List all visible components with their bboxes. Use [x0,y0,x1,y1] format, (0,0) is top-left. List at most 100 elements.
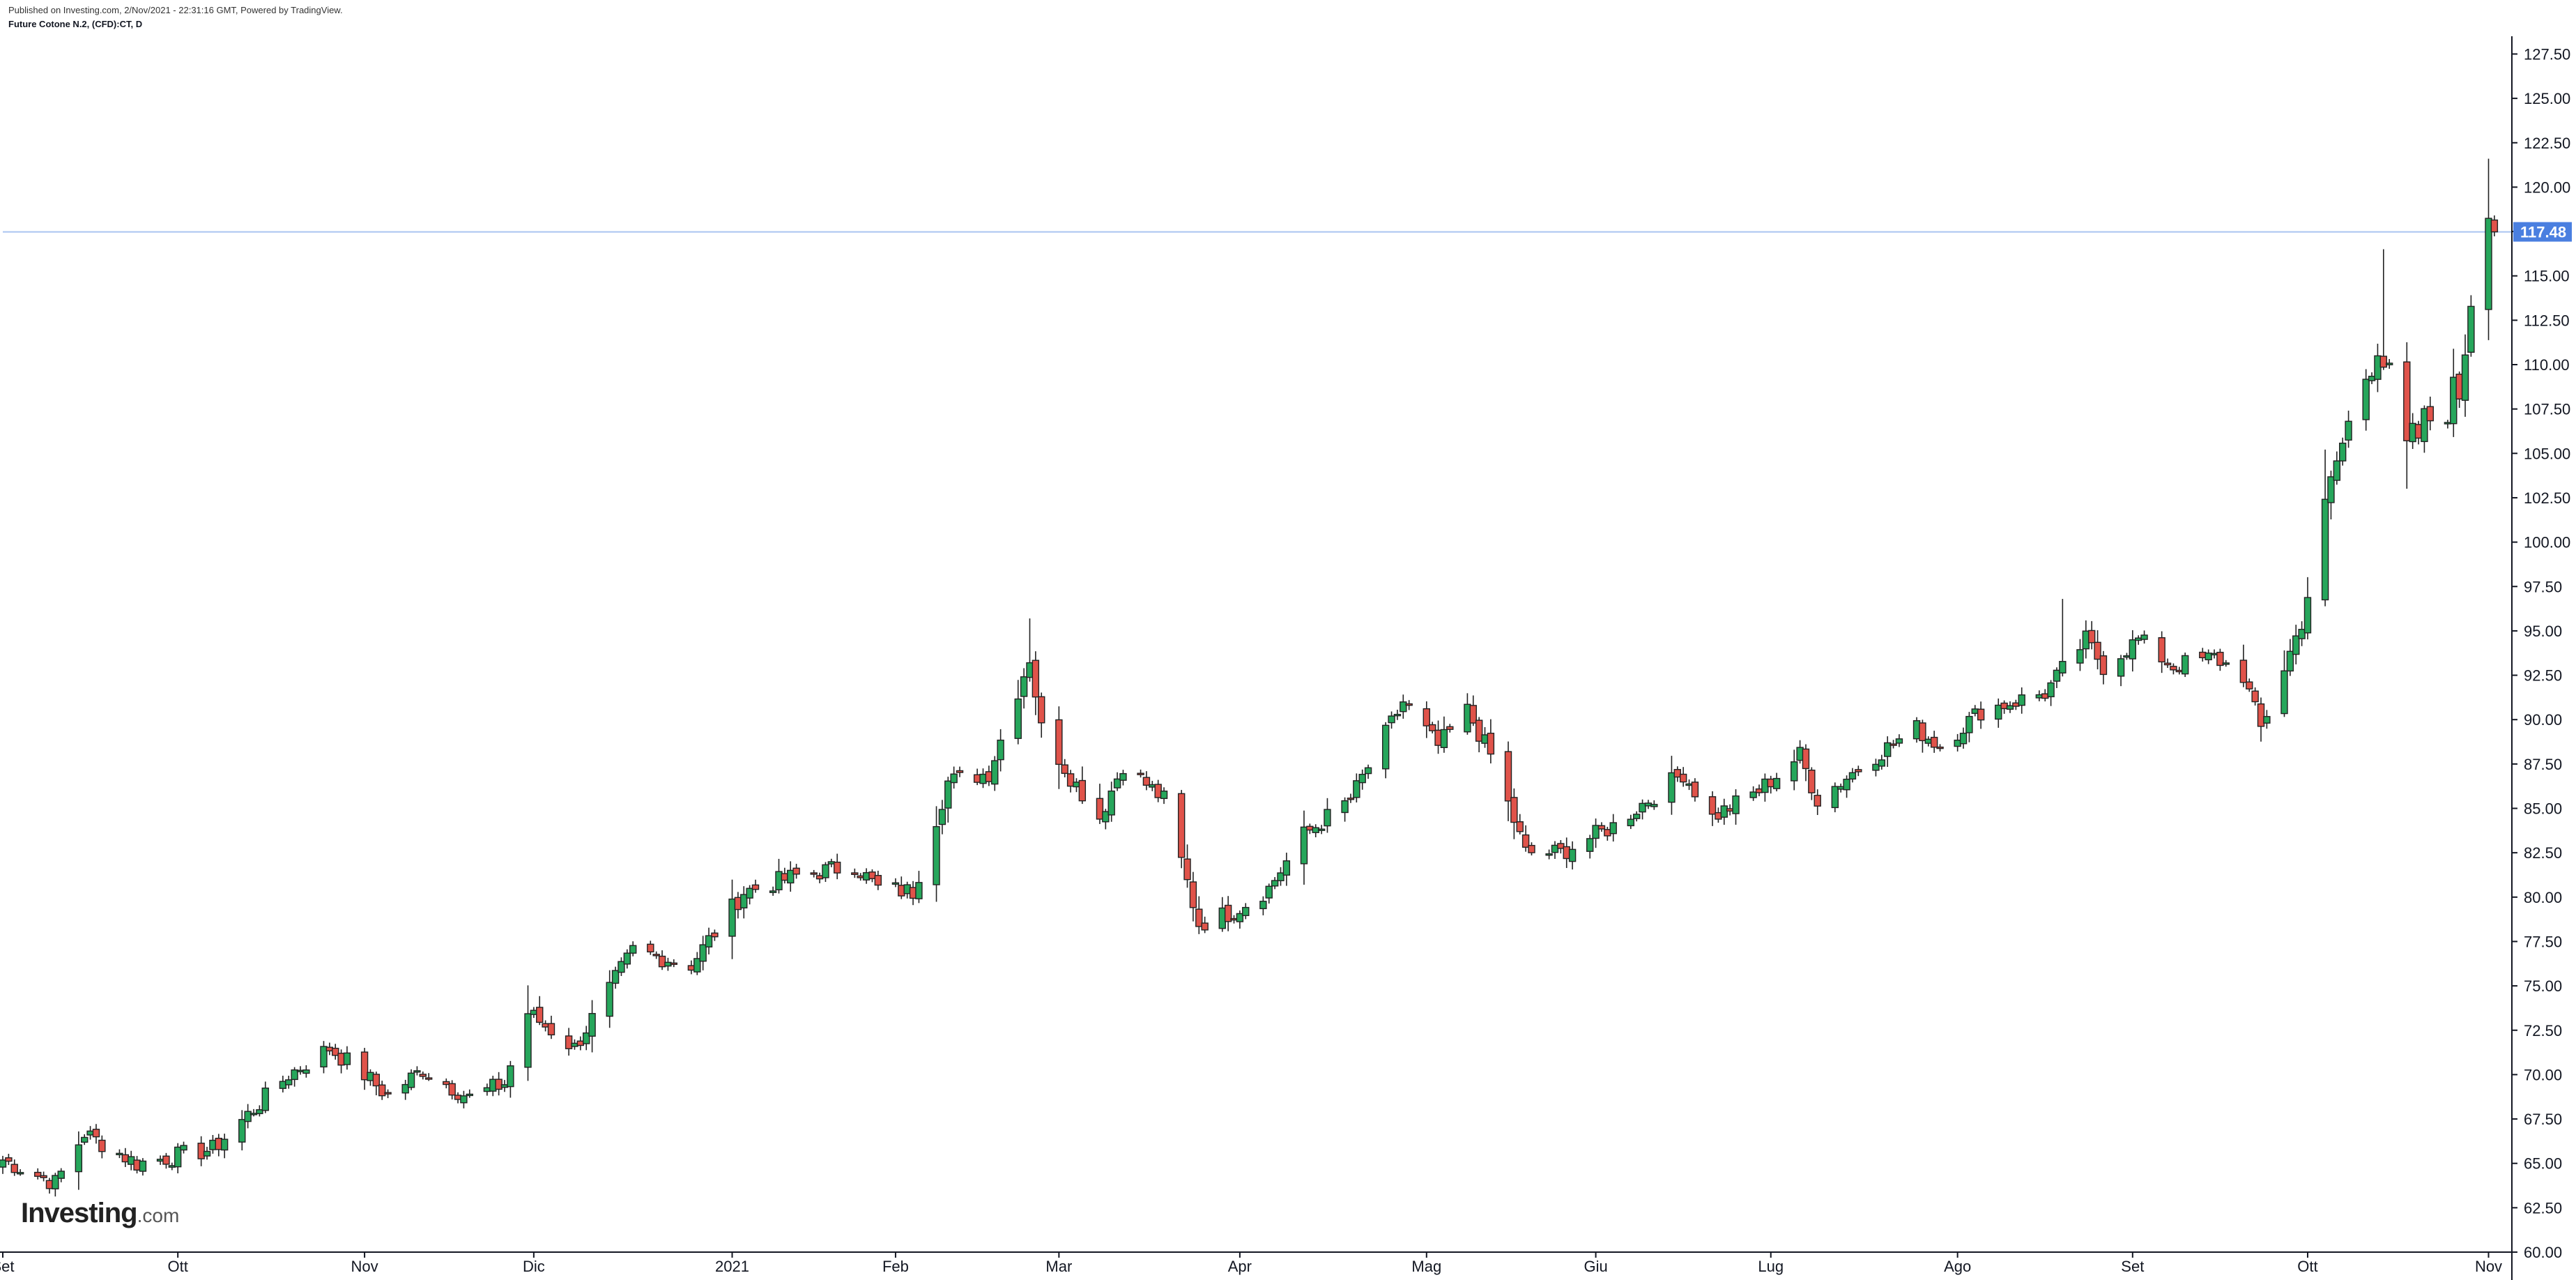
x-tick-label: Ott [2297,1258,2317,1275]
candle-down [1504,741,1512,821]
candle-body [1808,769,1816,793]
candle-body [1142,777,1151,786]
candle-up [2076,639,2084,671]
candle-body [2222,662,2230,665]
candle-body [2450,376,2458,425]
candle-body [81,1136,89,1143]
candle-up [256,1105,263,1117]
candle-down [2216,648,2224,671]
candle-body [10,1164,18,1173]
candle-down [1195,896,1203,934]
candle-body [629,945,637,954]
candle-down [1066,770,1075,793]
x-tick-label: Set [2121,1258,2144,1275]
candle-body [2076,649,2084,664]
candle-body [40,1175,47,1178]
candle-up [483,1083,491,1096]
candle-down [985,765,993,786]
candle-body [203,1150,211,1157]
candle-down [337,1049,345,1074]
candle-down [973,768,981,786]
candle-down [2246,678,2253,692]
candle-up [1353,773,1360,803]
candle-down [2199,648,2207,662]
candle-body [1924,738,1932,744]
candle-down [2000,700,2008,714]
candle-up [571,1039,578,1050]
candle-body [1995,704,2002,720]
candle-down [1423,701,1430,738]
candle-down [1802,744,1810,782]
candle-down [834,853,841,880]
candle-body [419,1074,427,1077]
candle-body [1848,772,1857,780]
candle-body [1195,908,1203,927]
candle-body [1423,708,1430,726]
candle-down [851,868,859,878]
candle-body [1312,827,1319,833]
candle-body [571,1042,578,1047]
y-tick-label: 85.00 [2524,800,2562,818]
candle-down [1521,825,1530,852]
candle-up [2222,660,2230,667]
candle-body [2094,641,2101,660]
candle-body [1627,818,1635,827]
candle-body [1528,844,1535,853]
candle-up [2082,620,2090,659]
candle-body [536,1007,544,1023]
candle-down [1306,823,1314,835]
candle-body [565,1035,573,1049]
candle-body [2467,305,2475,353]
candle-body [296,1069,305,1072]
candle-up [1464,693,1471,735]
candle-body [2333,460,2341,481]
candle-body [443,1081,450,1085]
y-tick-label: 112.50 [2524,312,2570,329]
candle-body [1708,796,1717,815]
candle-body [985,771,993,782]
candle-down [2257,697,2265,742]
candle-up [1440,716,1448,753]
candle-down [2426,396,2434,431]
y-tick-label: 97.50 [2524,578,2562,595]
candle-body [2263,716,2271,724]
candle-up [0,1155,7,1174]
candle-up [1791,749,1798,791]
candle-body [500,1084,509,1088]
candle-body [822,864,829,878]
candle-body [1936,746,1944,749]
candle-body [2041,693,2049,699]
candle-body [2047,682,2055,698]
candle-up [489,1076,497,1097]
candle-body [407,1072,415,1088]
candle-up [1586,835,1594,859]
y-tick-label: 125.00 [2524,90,2570,107]
candle-up [979,768,987,788]
candle-body [1317,828,1326,831]
candle-body [1265,885,1273,899]
candle-body [2134,637,2142,641]
logo-brand: Investing [21,1198,138,1228]
candle-body [1388,715,1395,724]
candle-up [261,1081,269,1113]
candle-body [1604,829,1611,837]
candle-body [705,935,713,947]
candle-down [810,869,818,878]
candle-up [1772,772,1781,792]
y-tick-label: 107.50 [2524,401,2570,418]
candle-up [1639,799,1646,820]
candle-up [705,927,713,954]
candle-up [1271,877,1279,890]
x-tick-label: 2021 [715,1258,749,1275]
candle-up [1878,754,1886,770]
candle-down [670,959,677,968]
candle-body [997,739,1004,761]
candle-up [611,966,620,989]
candle-up [285,1075,293,1089]
candle-body [1791,761,1798,782]
candle-body [1113,778,1121,788]
candle-body [2298,629,2306,639]
candle-down [378,1081,386,1100]
candle-down [1597,822,1606,832]
candle-down [1142,771,1151,791]
